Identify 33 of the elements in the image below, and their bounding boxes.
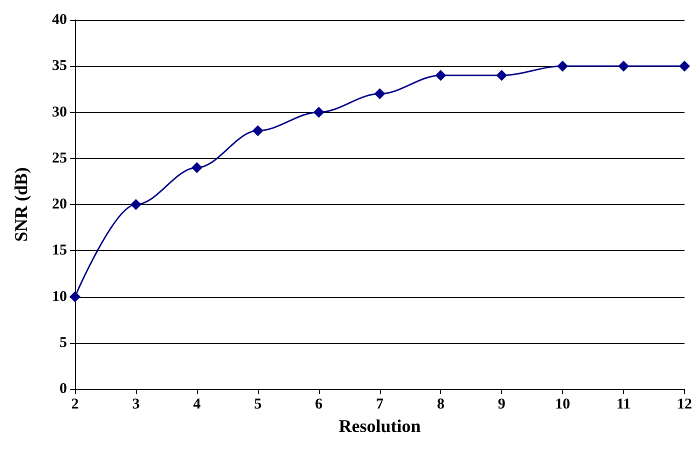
y-tick-label: 30 xyxy=(52,104,67,120)
x-tick-label: 3 xyxy=(132,396,140,412)
y-tick-label: 10 xyxy=(52,288,67,305)
y-tick-label: 15 xyxy=(52,242,67,259)
point xyxy=(435,70,446,81)
y-axis-title: SNR (dB) xyxy=(11,167,31,242)
x-tick-label: 4 xyxy=(193,396,202,412)
y-tick-label: 35 xyxy=(52,58,67,74)
x-tick-label: 9 xyxy=(498,396,506,412)
point xyxy=(374,88,386,100)
x-tick-label: 11 xyxy=(616,396,631,412)
point xyxy=(313,106,324,118)
y-tick-label: 25 xyxy=(52,150,67,166)
x-tick-label: 10 xyxy=(555,396,570,412)
x-tick-label: 8 xyxy=(436,396,444,412)
y-tick-label: 5 xyxy=(60,334,67,351)
x-tick-label: 5 xyxy=(254,396,262,412)
point xyxy=(618,60,630,72)
point xyxy=(496,70,508,81)
point xyxy=(252,125,264,136)
x-axis-title: Resolution xyxy=(338,416,421,436)
point xyxy=(557,60,568,72)
x-tick-label: 2 xyxy=(71,396,79,412)
y-tick-label: 20 xyxy=(52,196,67,212)
point xyxy=(679,60,690,72)
x-tick-label: 12 xyxy=(677,396,692,412)
y-tick-label: 0 xyxy=(60,381,67,397)
y-tick-label: 40 xyxy=(52,12,67,28)
x-tick-label: 7 xyxy=(376,396,384,412)
x-tick-label: 6 xyxy=(315,396,324,412)
point xyxy=(191,162,202,174)
point xyxy=(130,199,142,210)
point xyxy=(70,291,80,302)
